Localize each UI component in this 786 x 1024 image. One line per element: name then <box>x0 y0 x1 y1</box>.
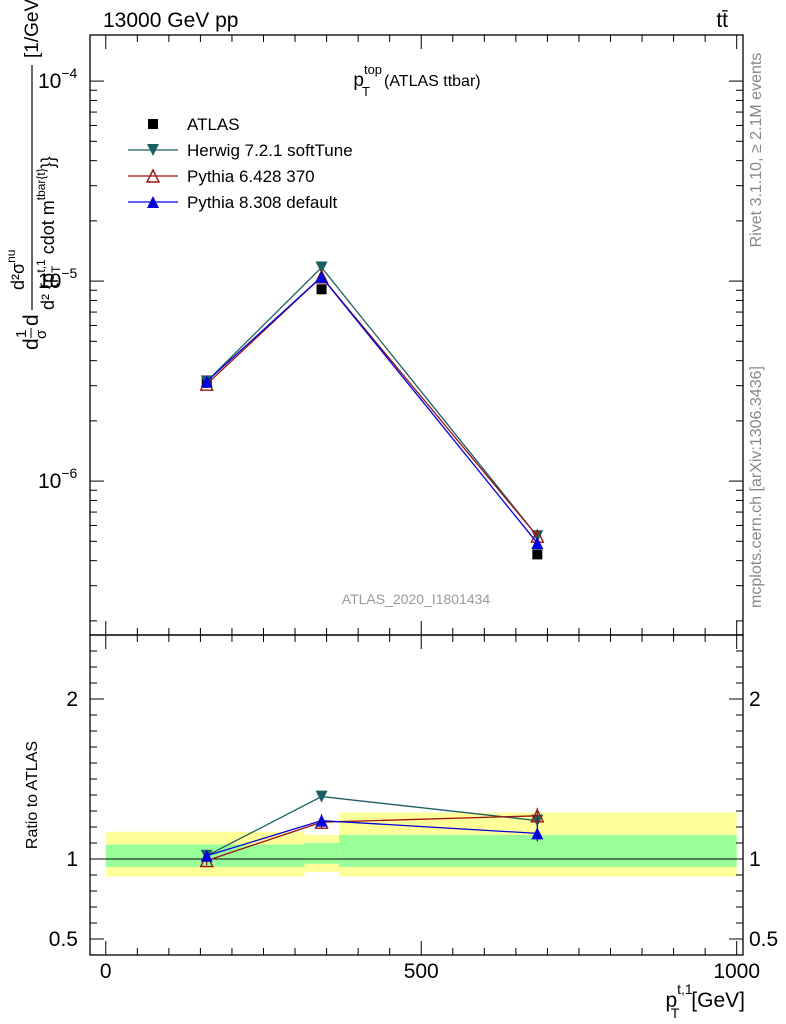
tick-mantissa: 10 <box>38 270 61 293</box>
ratio-y-tick-label-left-1: 1 <box>66 848 78 871</box>
ratio-point-pythia8-1 <box>315 814 328 827</box>
ratio-series <box>199 790 545 868</box>
tick-exponent: −4 <box>61 65 77 81</box>
ylabel-den-body: d² {p <box>38 273 58 310</box>
ratio-x-tick-label-1: 500 <box>404 960 439 983</box>
main-y-tick-label-1: 10−5 <box>38 265 78 293</box>
ylabel-den-sup: t,1 <box>34 259 48 273</box>
legend-label-pythia8: Pythia 8.308 default <box>187 193 338 212</box>
ylabel-d1: d <box>20 338 43 350</box>
ratio-y-tick-label-left-0: 0.5 <box>49 928 78 951</box>
ylabel-den-sup2: tbar{t} <box>34 168 48 200</box>
legend-marker-pythia6 <box>145 168 161 183</box>
legend-label-pythia6: Pythia 6.428 370 <box>187 167 315 186</box>
ylabel-frac-num: 1 <box>13 330 30 338</box>
legend-marker-herwig <box>147 144 159 156</box>
legend-marker-pythia8 <box>147 196 159 208</box>
main-series <box>199 261 545 560</box>
ratio-y-tick-label-left-2: 2 <box>66 688 78 711</box>
title-p: p <box>353 70 364 91</box>
ratio-y-tick-label-right-0: 0.5 <box>749 928 778 951</box>
ratio-point-pythia8-0 <box>200 849 213 862</box>
legend: ATLAS Herwig 7.2.1 softTune Pythia 6.428 3… <box>128 115 353 212</box>
tick-mantissa: 10 <box>38 470 61 493</box>
main-point-pythia8-1 <box>315 270 328 283</box>
rivet-version-label: Rivet 3.1.10, ≥ 2.1M events <box>748 53 765 248</box>
title-rest: (ATLAS ttbar) <box>384 73 481 90</box>
main-y-tick-label-0: 10−4 <box>38 65 78 93</box>
main-point-atlas-1 <box>316 284 327 295</box>
ylabel-num-sup: nu <box>4 250 18 263</box>
ratio-point-pythia8-2 <box>531 827 544 840</box>
ylabel-den-end: }} <box>38 156 58 168</box>
ylabel-frac-den: σ <box>33 329 50 339</box>
title-superscript: top <box>364 62 382 77</box>
legend-marker-atlas <box>148 119 158 129</box>
main-point-herwig-1 <box>315 261 328 274</box>
tick-mantissa: 10 <box>38 70 61 93</box>
main-line-herwig <box>206 266 538 537</box>
ylabel-den-sub: T <box>49 265 63 273</box>
ratio-x-tick-label-2: 1000 <box>713 960 760 983</box>
xlabel-p: p <box>665 989 677 1012</box>
header-energy-label: 13000 GeV pp <box>103 9 238 32</box>
x-axis-label: pt,1 T [GeV] <box>665 981 745 1021</box>
ratio-y-axis-label: Ratio to ATLAS <box>24 741 41 849</box>
xlabel-sub: T <box>671 1005 680 1021</box>
title-subscript: T <box>362 84 370 99</box>
ylabel-unit: [1/GeV²] <box>22 0 43 58</box>
mcplots-reference-label: mcplots.cern.ch [arXiv:1306.3436] <box>748 366 765 608</box>
main-line-pythia6 <box>206 275 538 537</box>
ratio-point-herwig-1 <box>315 790 328 803</box>
legend-label-atlas: ATLAS <box>187 115 240 134</box>
ylabel-num-body: d²σ <box>8 263 28 290</box>
ylabel-num: d²σnu <box>4 250 28 290</box>
main-line-pythia8 <box>206 275 538 544</box>
analysis-watermark: ATLAS_2020_I1801434 <box>342 591 491 607</box>
ratio-x-tick-label-0: 0 <box>100 960 112 983</box>
ratio-y-tick-label-right-1: 1 <box>749 848 761 871</box>
ratio-y-tick-label-right-2: 2 <box>749 688 761 711</box>
main-point-atlas-2 <box>532 549 543 560</box>
band-inner-2 <box>339 835 737 867</box>
ratio-point-pythia6-2 <box>530 808 545 823</box>
band-inner-1 <box>304 843 340 864</box>
xlabel-unit: [GeV] <box>691 989 745 1012</box>
tick-exponent: −6 <box>61 465 77 481</box>
ylabel-d2: d <box>20 314 43 326</box>
ylabel-den: d² {pTt,1 cdot mtbar{t}}} <box>34 156 63 310</box>
ratio-plot-frame <box>89 634 744 956</box>
main-point-pythia8-0 <box>200 375 213 388</box>
tick-exponent: −5 <box>61 265 77 281</box>
main-point-pythia8-2 <box>531 537 544 550</box>
xlabel-sup: t,1 <box>677 981 693 997</box>
legend-label-herwig: Herwig 7.2.1 softTune <box>187 141 353 160</box>
main-y-axis-label: d 1 σ d d²σnu d² {pTt,1 cdot mtbar{t}}} … <box>4 0 63 350</box>
ratio-uncertainty-bands <box>90 812 743 877</box>
header-process-label: tt̄ <box>716 9 728 32</box>
ylabel-den-mid: cdot m <box>38 200 58 259</box>
plot-title: ptop T (ATLAS ttbar) <box>353 62 480 99</box>
main-y-tick-label-2: 10−6 <box>38 465 78 493</box>
